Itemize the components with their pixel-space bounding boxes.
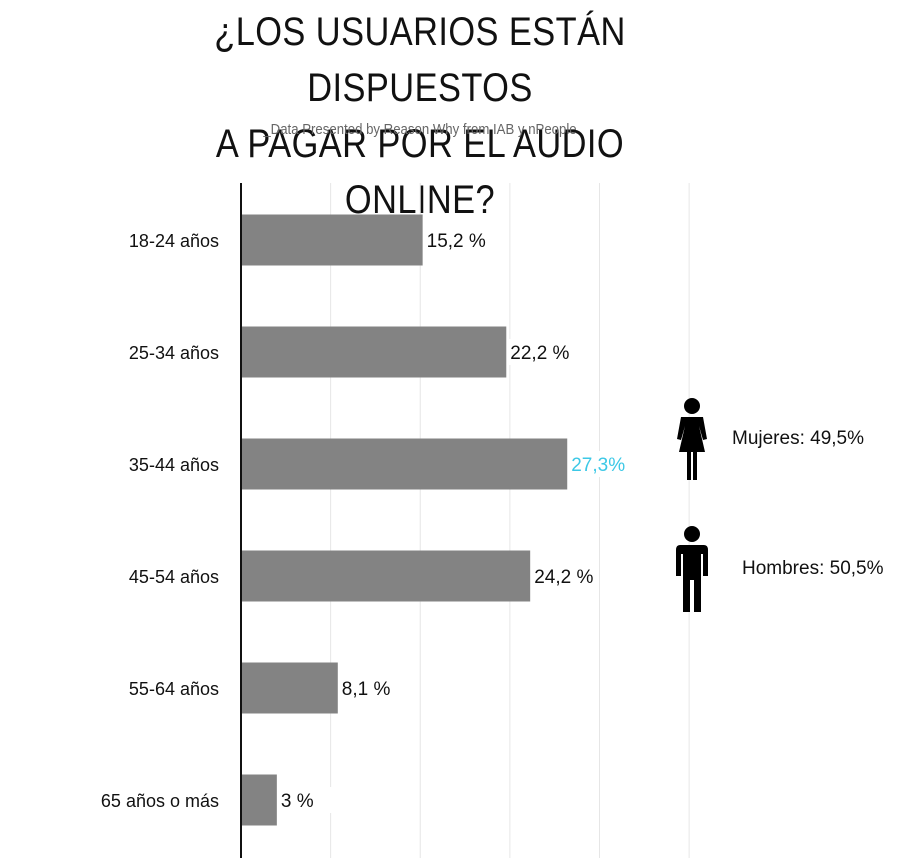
value-label: 15,2 % [427,231,486,252]
man-icon [676,526,708,612]
bar [241,214,423,266]
category-label: 35-44 años [129,455,219,475]
category-label: 18-24 años [129,231,219,251]
women-stat: Mujeres: 49,5% [672,396,864,482]
woman-icon [677,398,707,480]
value-label-backdrop [532,563,593,589]
bar [241,326,507,378]
value-label-backdrop [339,675,400,701]
category-label: 25-34 años [129,343,219,363]
men-label: Hombres: 50,5% [742,558,884,579]
value-label: 8,1 % [342,679,391,700]
value-label-backdrop [508,339,569,365]
value-label-backdrop [424,227,485,253]
men-stat: Hombres: 50,5% [672,524,884,614]
category-label: 65 años o más [101,791,219,811]
bar [241,438,568,490]
value-label-backdrop [569,451,636,477]
bar [241,774,277,826]
women-label: Mujeres: 49,5% [732,428,865,449]
value-label-backdrop [278,787,339,813]
chart-subtitle: _Data Presented by Reason Why from IAB y… [263,121,577,138]
value-label: 3 % [281,791,314,812]
value-label: 22,2 % [510,343,569,364]
value-label: 27,3% [571,455,625,476]
category-label: 45-54 años [129,567,219,587]
value-label: 24,2 % [534,567,593,588]
bar [241,662,338,714]
title-line-1: ¿LOS USUARIOS ESTÁN DISPUESTOS [214,10,626,110]
bar [241,550,531,602]
category-label: 55-64 años [129,679,219,699]
